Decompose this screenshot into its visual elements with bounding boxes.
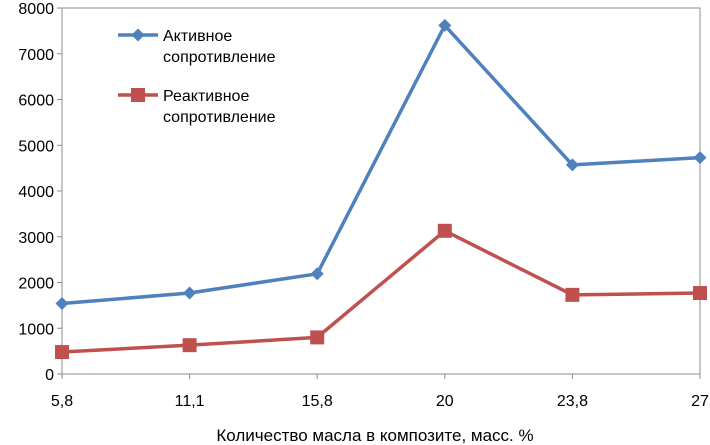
data-point-diamond — [183, 286, 197, 300]
legend-label: Реактивное — [163, 88, 249, 105]
x-axis: 5,8 11,1 15,8 20 23,8 27 — [51, 374, 709, 410]
y-tick-label: 3000 — [18, 230, 54, 247]
y-tick-label: 6000 — [18, 93, 54, 110]
y-axis: 0 1000 2000 3000 4000 5000 6000 7000 8000 — [18, 1, 62, 384]
series-layer — [55, 18, 707, 360]
x-tick-label: 11,1 — [175, 393, 205, 410]
y-tick-label: 4000 — [18, 184, 54, 201]
x-axis-label: Количество масла в композите, масс. % — [216, 426, 533, 445]
y-tick-label: 8000 — [18, 1, 54, 18]
x-tick-label: 15,8 — [302, 393, 333, 410]
data-point-square — [565, 287, 580, 302]
data-point-square — [437, 223, 452, 238]
legend-label: Активное — [163, 28, 232, 45]
data-point-square — [310, 330, 325, 345]
y-tick-label: 5000 — [18, 138, 54, 155]
series-line-2 — [61, 229, 701, 354]
x-tick-label: 5,8 — [51, 393, 73, 410]
y-tick-label: 0 — [45, 367, 54, 384]
data-point-square — [182, 338, 197, 353]
data-point-diamond — [565, 158, 579, 172]
x-tick-label: 23,8 — [557, 393, 588, 410]
plot-area — [61, 7, 701, 375]
data-point-diamond — [55, 297, 69, 311]
legend-label: сопротивление — [163, 49, 276, 66]
y-tick-label: 2000 — [18, 276, 54, 293]
legend-marker-diamond — [131, 28, 145, 42]
series-line-1 — [61, 23, 701, 306]
data-point-diamond — [438, 18, 452, 32]
data-point-diamond — [693, 151, 707, 165]
data-point-diamond — [310, 267, 324, 281]
y-tick-label: 1000 — [18, 321, 54, 338]
data-point-square — [693, 286, 707, 301]
x-tick-label: 20 — [436, 393, 454, 410]
legend-marker-square — [131, 88, 145, 102]
data-point-square — [55, 345, 69, 360]
legend-label: сопротивление — [163, 109, 276, 126]
y-tick-label: 7000 — [18, 47, 54, 64]
x-tick-label: 27 — [691, 393, 709, 410]
legend: Активное сопротивление Реактивное сопротивл… — [118, 28, 276, 126]
